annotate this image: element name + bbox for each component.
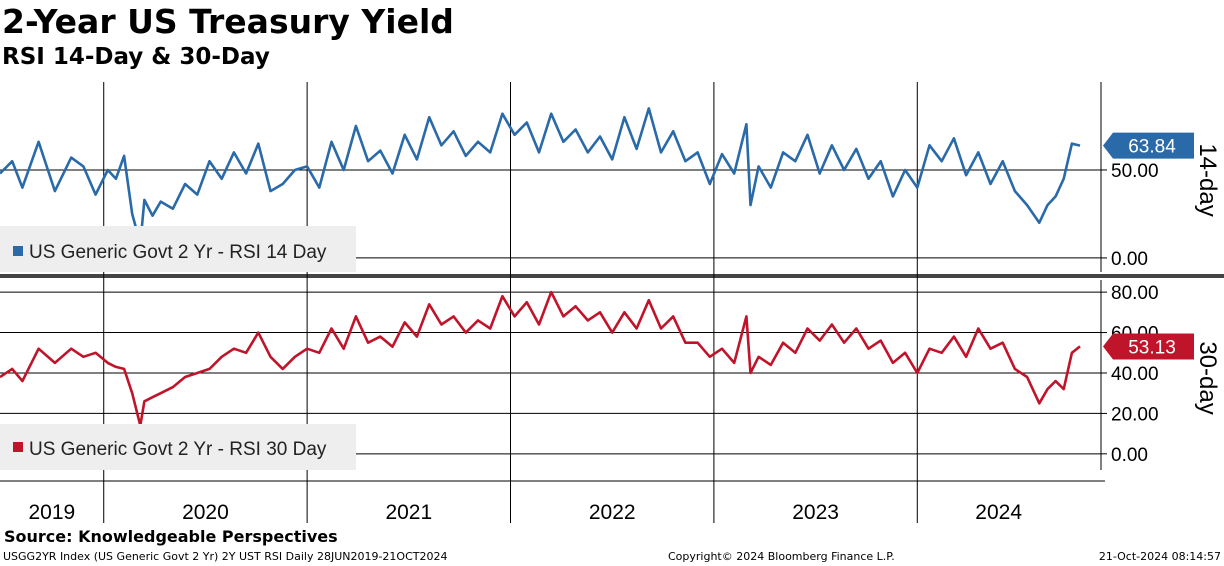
last-value-label-rsi14: 63.84 (1128, 137, 1176, 158)
x-tick-label-2023: 2023 (792, 501, 839, 524)
legend-rsi14-background (0, 226, 356, 272)
last-value-tag-rsi14: 63.84 (1103, 132, 1194, 159)
chart-title: 2-Year US Treasury Yield (2, 2, 454, 41)
legend-rsi30: US Generic Govt 2 Yr - RSI 30 Day (0, 424, 356, 470)
axis-title-30day: 30-day (1194, 341, 1221, 414)
last-value-label-rsi30: 53.13 (1128, 337, 1176, 358)
y-tick-label-rsi30-4: 80.00 (1111, 283, 1159, 304)
legend-rsi14-swatch (13, 246, 23, 256)
series-line-rsi14 (0, 107, 1081, 246)
chart-subtitle: RSI 14-Day & 30-Day (2, 44, 270, 70)
y-tick-label-rsi14-1: 50.00 (1111, 161, 1159, 182)
x-tick-label-2024: 2024 (975, 501, 1022, 524)
legend-rsi30-background (0, 424, 356, 470)
series-line-rsi30 (0, 290, 1081, 427)
index-info: USGG2YR Index (US Generic Govt 2 Yr) 2Y … (3, 550, 448, 563)
x-tick-label-2020: 2020 (182, 501, 229, 524)
y-tick-label-rsi30-1: 20.00 (1111, 404, 1159, 425)
last-value-badge-rsi30 (1103, 333, 1194, 360)
legend-rsi14-label: US Generic Govt 2 Yr - RSI 14 Day (29, 242, 327, 263)
source-note: Source: Knowledgeable Perspectives (4, 527, 338, 546)
last-value-tag-rsi30: 53.13 (1103, 333, 1194, 360)
legend-rsi14: US Generic Govt 2 Yr - RSI 14 Day (0, 226, 356, 272)
x-tick-label-2021: 2021 (385, 501, 432, 524)
copyright-note: Copyright© 2024 Bloomberg Finance L.P. (668, 550, 895, 563)
x-tick-label-2019: 2019 (29, 501, 76, 524)
y-tick-label-rsi30-0: 0.00 (1111, 445, 1148, 466)
panel-divider (0, 274, 1224, 278)
y-tick-label-rsi30-2: 40.00 (1111, 364, 1159, 385)
last-value-badge-rsi14 (1103, 132, 1194, 159)
axis-title-14day: 14-day (1194, 143, 1221, 216)
x-tick-label-2022: 2022 (589, 501, 636, 524)
y-tick-label-rsi14-0: 0.00 (1111, 249, 1148, 270)
legend-rsi30-label: US Generic Govt 2 Yr - RSI 30 Day (29, 439, 327, 460)
legend-rsi30-swatch (13, 442, 23, 452)
timestamp: 21-Oct-2024 08:14:57 (1098, 550, 1221, 563)
